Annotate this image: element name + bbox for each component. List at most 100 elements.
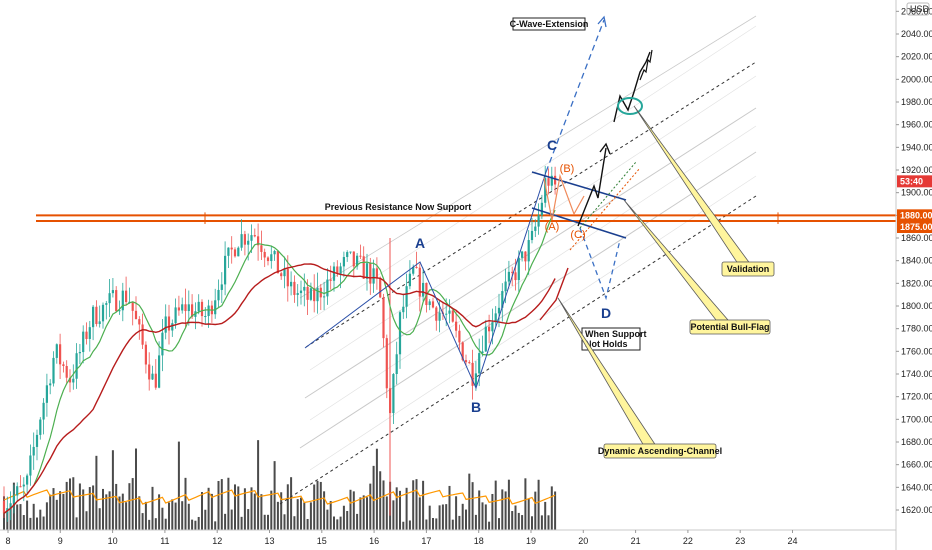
sub-wave-label: (B) bbox=[560, 163, 575, 175]
candle-body bbox=[39, 419, 42, 435]
volume-bar bbox=[247, 509, 250, 530]
volume-bar bbox=[375, 448, 378, 530]
volume-bar bbox=[78, 483, 81, 530]
c-wave-extension-line bbox=[545, 19, 605, 173]
candle-body bbox=[299, 290, 303, 294]
volume-bar bbox=[306, 518, 309, 530]
wave-drawings bbox=[304, 15, 653, 390]
volume-bar bbox=[121, 493, 124, 530]
candle-body bbox=[290, 281, 293, 287]
impulse-arrow bbox=[599, 142, 611, 155]
y-tick-label: 1920.00 bbox=[901, 165, 932, 175]
candle-body bbox=[336, 266, 339, 274]
price-tag-label: 53:40 bbox=[900, 176, 923, 186]
volume-bar bbox=[102, 488, 104, 530]
y-tick-label: 1960.00 bbox=[901, 120, 932, 130]
candle-body bbox=[181, 304, 184, 311]
candle-body bbox=[316, 287, 319, 302]
volume-bar bbox=[224, 513, 227, 530]
candle-body bbox=[398, 312, 402, 355]
volume-bar bbox=[276, 501, 279, 530]
candle-body bbox=[296, 293, 299, 295]
volume-bar bbox=[164, 518, 167, 530]
candle-body bbox=[326, 279, 329, 297]
y-tick-label: 1820.00 bbox=[901, 278, 932, 288]
candle-body bbox=[227, 247, 230, 256]
candle-body bbox=[16, 486, 19, 496]
candle-body bbox=[266, 257, 270, 262]
volume-bar bbox=[45, 502, 48, 530]
candle-body bbox=[550, 175, 553, 186]
candle-body bbox=[131, 301, 134, 311]
x-tick-label: 19 bbox=[526, 536, 536, 546]
volume-bar bbox=[422, 480, 425, 530]
volume-bar bbox=[412, 480, 415, 530]
candle-body bbox=[497, 307, 501, 314]
x-tick-label: 21 bbox=[631, 536, 641, 546]
candle-body bbox=[445, 313, 448, 315]
volume-bar bbox=[478, 490, 481, 530]
fast-moving-average bbox=[3, 209, 556, 514]
candle-body bbox=[220, 284, 223, 290]
x-tick-label: 16 bbox=[369, 536, 379, 546]
volume-bar bbox=[105, 494, 108, 530]
candle-body bbox=[504, 281, 507, 292]
volume-bar bbox=[194, 520, 197, 530]
candle-body bbox=[197, 301, 200, 312]
channel-guide bbox=[309, 175, 757, 471]
y-tick-label: 1780.00 bbox=[901, 324, 932, 334]
slow-moving-average bbox=[3, 263, 556, 514]
volume-bar bbox=[408, 520, 411, 530]
volume-bar bbox=[349, 489, 352, 530]
candle-body bbox=[240, 234, 243, 248]
volume-bar bbox=[217, 480, 220, 530]
candle-body bbox=[540, 202, 543, 216]
candle-body bbox=[356, 255, 359, 267]
candle-body bbox=[303, 286, 306, 291]
volume-bar bbox=[286, 484, 289, 530]
volume-bar bbox=[138, 496, 141, 530]
y-tick-label: 1760.00 bbox=[901, 346, 932, 356]
c-wave-extension-label: C-Wave-Extension bbox=[510, 19, 589, 29]
candle-body bbox=[484, 326, 487, 352]
currency-box bbox=[906, 2, 930, 16]
volume-bar bbox=[296, 499, 299, 530]
candle-body bbox=[154, 373, 157, 388]
y-tick-label: 1800.00 bbox=[901, 301, 932, 311]
volume-bar bbox=[230, 509, 233, 530]
x-tick-label: 8 bbox=[5, 536, 10, 546]
candle-body bbox=[481, 351, 484, 354]
projection-dotted bbox=[569, 167, 641, 251]
candle-body bbox=[12, 495, 15, 504]
candle-body bbox=[428, 301, 431, 306]
candle-body bbox=[174, 307, 177, 324]
x-tick-label: 22 bbox=[683, 536, 693, 546]
candle-body bbox=[283, 268, 286, 277]
candle-body bbox=[365, 263, 369, 279]
volume-bar bbox=[184, 477, 187, 530]
volume-bar bbox=[385, 496, 388, 530]
wave-abc-line bbox=[304, 171, 547, 390]
volume-bar bbox=[171, 499, 174, 530]
candle-body bbox=[530, 230, 534, 241]
volume-bar bbox=[125, 502, 128, 530]
candle-body bbox=[167, 316, 171, 331]
volume-bar bbox=[243, 488, 246, 530]
volume-bar bbox=[527, 498, 530, 530]
volume-bar bbox=[498, 518, 500, 530]
candle-body bbox=[59, 344, 62, 365]
volume-bar bbox=[540, 515, 543, 530]
volume-bar bbox=[448, 485, 451, 530]
volume-bar bbox=[85, 511, 88, 530]
y-tick-label: 1860.00 bbox=[901, 233, 932, 243]
volume-bar bbox=[494, 480, 497, 530]
candle-body bbox=[121, 290, 124, 311]
candle-body bbox=[451, 310, 454, 322]
volume-bar bbox=[181, 501, 184, 530]
volume-bar bbox=[369, 483, 372, 530]
volume-bar bbox=[234, 484, 236, 530]
volume-bar bbox=[435, 518, 438, 530]
volume-bar bbox=[425, 519, 428, 530]
